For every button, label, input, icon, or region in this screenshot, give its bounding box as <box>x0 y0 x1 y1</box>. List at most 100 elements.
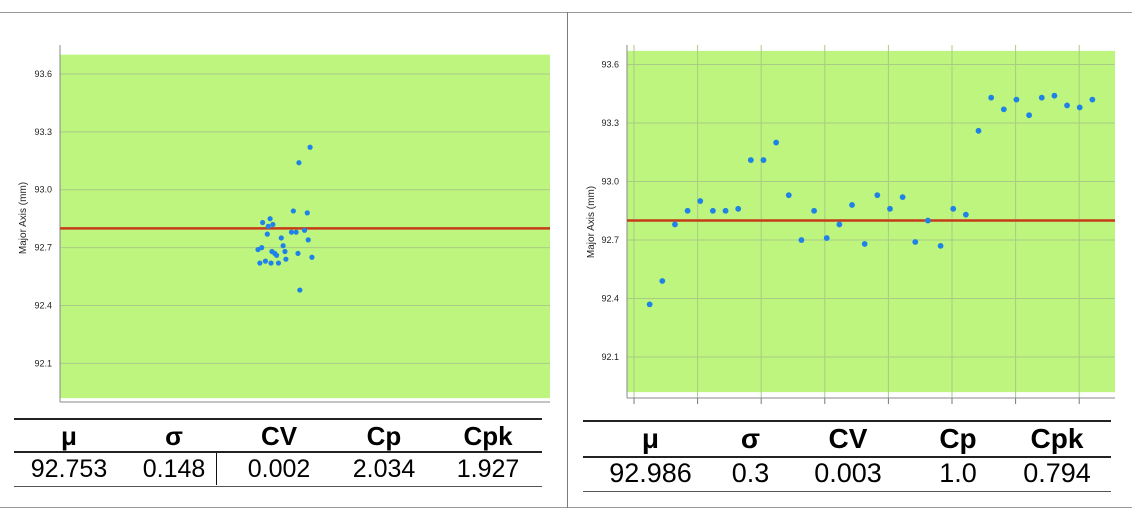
right-data-point <box>760 157 767 163</box>
top-border <box>0 12 1132 13</box>
left-data-point <box>293 229 299 235</box>
right-header-cv: CV <box>828 423 868 454</box>
left-data-point <box>275 260 282 266</box>
left-data-point <box>265 223 271 229</box>
left-data-point <box>274 252 280 258</box>
right-data-point <box>836 221 843 228</box>
right-value-cpk: 0.794 <box>1023 457 1091 488</box>
left-ytick-label: 93.3 <box>34 127 52 137</box>
left-data-point <box>301 227 308 233</box>
right-data-point <box>697 198 704 204</box>
left-value-cv: 0.002 <box>247 454 311 483</box>
right-data-point <box>823 235 830 241</box>
left-data-point <box>267 216 273 222</box>
right-data-point <box>811 207 817 214</box>
right-data-point <box>899 194 906 201</box>
right-value-cv: 0.003 <box>814 457 882 488</box>
left-scatter-chart: Major Axis (mm) 92.1 92.4 92.7 93.0 93.3 93.6 <box>18 45 550 403</box>
right-ylabel: Major Axis (mm) <box>586 186 597 258</box>
left-stats-value-row: 92.753 0.148 0.002 2.034 1.927 <box>14 452 542 486</box>
left-stats-table: μ σ CV Cp Cpk 92.753 0.148 0.002 2.034 1… <box>14 421 542 486</box>
right-table-bottom-rule <box>583 491 1111 492</box>
right-ytick-label: 92.4 <box>601 294 619 304</box>
text-cursor <box>216 453 217 485</box>
right-data-point <box>1089 96 1096 103</box>
left-data-point <box>283 256 289 262</box>
right-data-point <box>646 301 653 308</box>
right-data-point <box>773 139 780 146</box>
left-ylabel: Major Axis (mm) <box>18 182 29 254</box>
left-value-cpk: 1.927 <box>456 454 520 483</box>
left-data-point <box>295 250 301 257</box>
right-data-point <box>887 205 893 212</box>
left-ytick-label: 92.4 <box>34 301 52 311</box>
right-data-point <box>912 239 919 245</box>
right-data-point <box>1026 112 1033 119</box>
right-data-point <box>925 217 931 224</box>
right-data-point <box>1013 96 1020 103</box>
left-stats-header-row: μ σ CV Cp Cpk <box>14 421 542 452</box>
left-table-mid-rule <box>14 451 542 453</box>
right-ytick-label: 92.1 <box>601 352 619 362</box>
right-data-point <box>722 207 729 214</box>
left-data-point <box>259 245 265 251</box>
left-value-mu: 92.753 <box>30 454 108 483</box>
panel-divider <box>567 12 568 508</box>
right-stats-header-row: μ σ CV Cp Cpk <box>583 423 1111 455</box>
left-ytick-label: 93.6 <box>34 69 52 79</box>
left-value-sigma: 0.148 <box>142 454 206 483</box>
right-header-cpk: Cpk <box>1030 423 1084 454</box>
left-data-point <box>268 260 274 266</box>
left-data-point <box>309 254 315 260</box>
right-data-point <box>988 94 995 101</box>
right-data-point <box>874 192 881 199</box>
right-data-point <box>950 205 957 212</box>
left-data-point <box>282 248 288 255</box>
left-data-point <box>296 160 302 166</box>
left-ytick-label: 93.0 <box>34 185 52 195</box>
right-data-point <box>1064 102 1070 109</box>
right-data-point <box>1000 106 1007 113</box>
left-ytick-label: 92.7 <box>34 243 52 253</box>
right-header-sigma: σ <box>740 423 761 454</box>
left-data-point <box>262 258 269 264</box>
left-table-top-rule <box>14 418 542 420</box>
left-data-point <box>304 210 310 216</box>
left-header-mu: μ <box>61 421 77 451</box>
right-ytick-label: 93.3 <box>601 118 619 128</box>
right-stats-value-row: 92.986 0.3 0.003 1.0 0.794 <box>583 455 1111 491</box>
right-data-point <box>659 278 666 284</box>
right-value-cp: 1.0 <box>939 457 977 488</box>
right-data-point <box>975 127 982 134</box>
left-data-point <box>288 229 295 235</box>
right-value-mu: 92.986 <box>609 457 692 488</box>
left-header-cpk: Cpk <box>463 421 513 451</box>
right-data-point <box>1051 92 1058 99</box>
right-data-point <box>747 157 754 163</box>
right-data-point <box>849 202 855 208</box>
right-ytick-label: 92.7 <box>601 235 619 245</box>
left-data-point <box>278 235 284 241</box>
right-table-mid-rule <box>583 456 1111 458</box>
left-data-point <box>305 237 311 243</box>
right-data-point <box>684 207 691 214</box>
right-header-mu: μ <box>641 423 660 454</box>
right-data-point <box>798 237 805 243</box>
right-data-point <box>785 192 792 199</box>
right-data-point <box>1076 104 1083 111</box>
left-spec-band <box>60 54 550 399</box>
right-header-cp: Cp <box>939 423 977 454</box>
right-data-point <box>861 241 868 247</box>
bottom-border <box>0 507 1132 508</box>
right-value-sigma: 0.3 <box>731 457 770 488</box>
left-header-sigma: σ <box>165 421 183 451</box>
right-ytick-label: 93.0 <box>601 177 619 187</box>
left-data-point <box>307 144 313 150</box>
left-ytick-label: 92.1 <box>34 358 52 368</box>
left-data-point <box>280 243 286 249</box>
left-data-point <box>290 208 296 214</box>
right-stats-table: μ σ CV Cp Cpk 92.986 0.3 0.003 1.0 0.794 <box>583 423 1111 491</box>
left-header-cp: Cp <box>366 421 402 451</box>
right-scatter-chart: Major Axis (mm) 92.1 92.4 92.7 93.0 93.3 93.6 <box>586 45 1115 404</box>
left-value-cp: 2.034 <box>352 454 416 483</box>
